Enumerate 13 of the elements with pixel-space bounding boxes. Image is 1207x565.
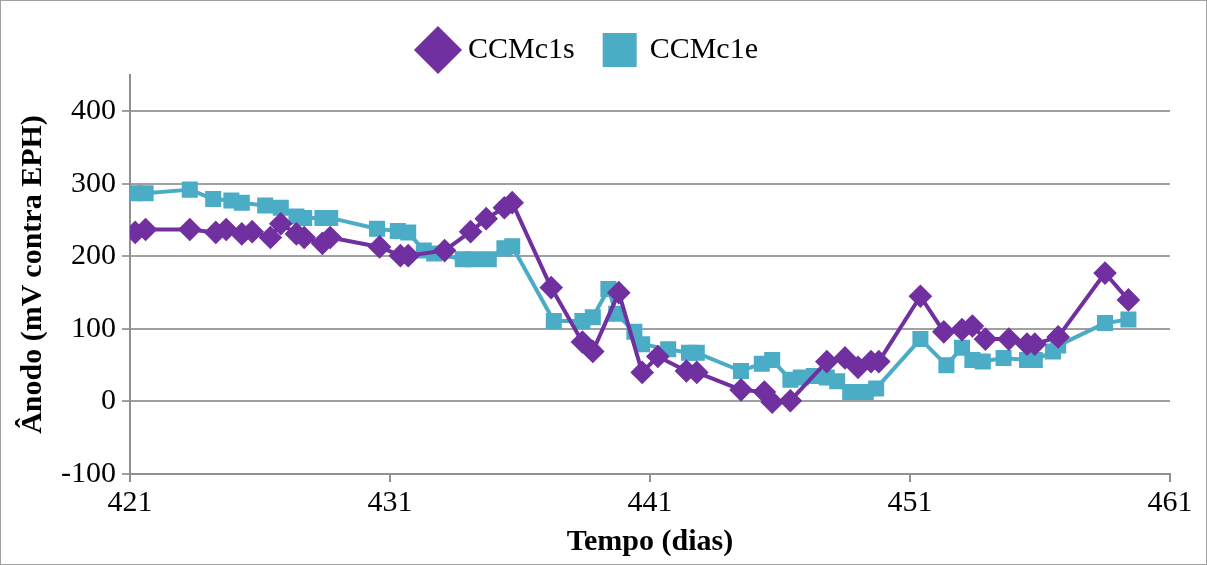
x-axis-title: Tempo (dias) (566, 522, 734, 557)
x-tick-label: 451 (887, 483, 933, 517)
y-tick-label: 0 (100, 382, 116, 416)
y-tick-label: 300 (70, 164, 116, 198)
x-tick-label: 461 (1147, 483, 1193, 517)
x-tick-label: 431 (367, 483, 413, 517)
y-axis-title: Ânodo (mV contra EPH) (13, 115, 48, 434)
legend-label: CCMc1s (468, 30, 575, 64)
y-tick-label: 100 (70, 309, 116, 343)
legend-label: CCMc1e (649, 30, 759, 64)
y-tick-label: 400 (70, 92, 116, 126)
y-tick-label: 200 (70, 237, 116, 271)
x-tick-label: 441 (627, 483, 673, 517)
